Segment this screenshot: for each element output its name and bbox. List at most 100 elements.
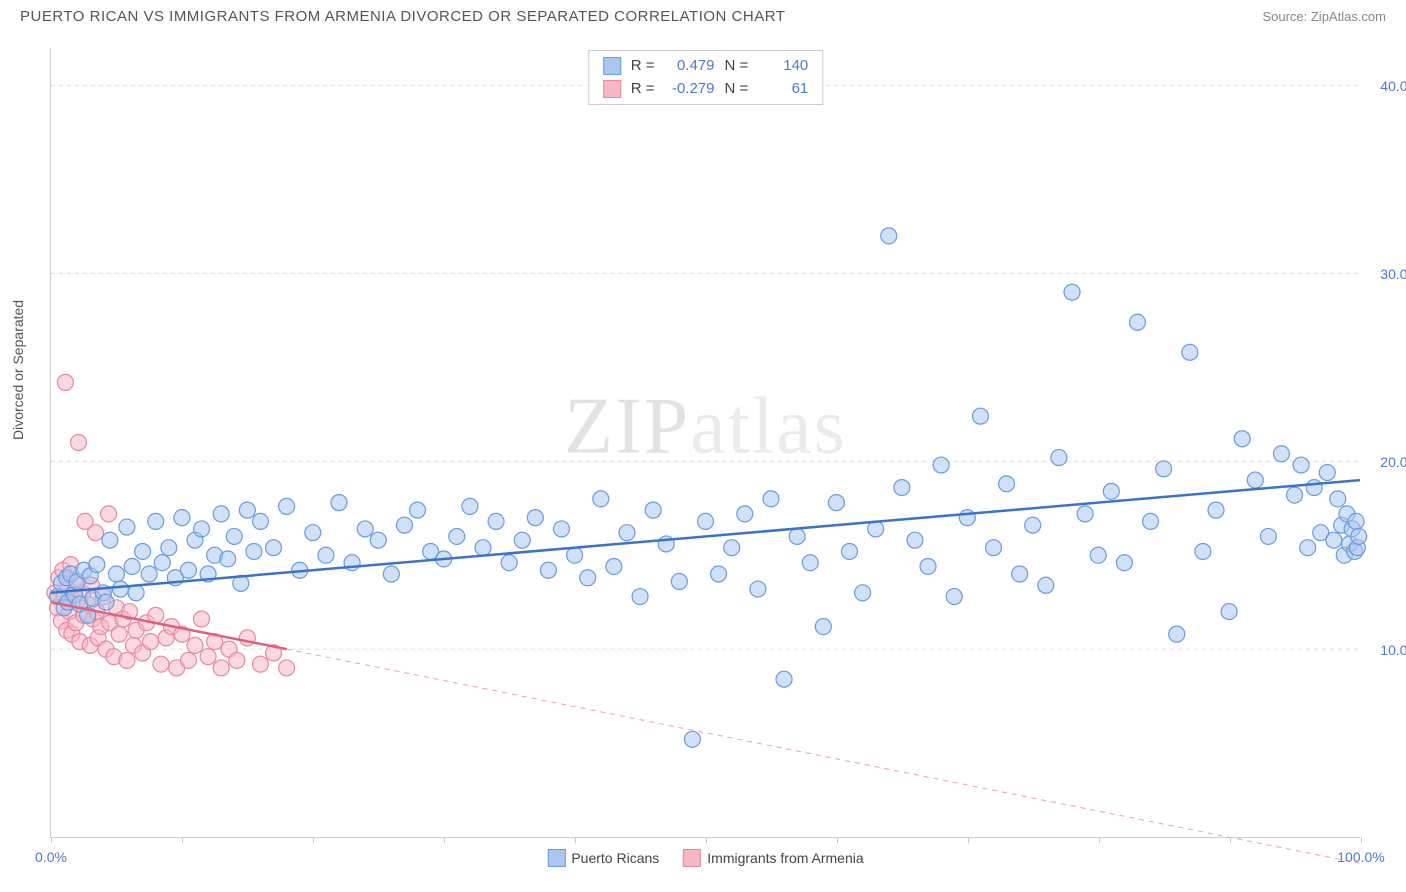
data-point [724,540,740,556]
data-point [1293,457,1309,473]
x-tick-mark [575,837,576,843]
data-point [1051,450,1067,466]
legend-item: Puerto Ricans [547,849,659,867]
legend-label: Immigrants from Armenia [707,850,863,866]
data-point [946,589,962,605]
data-point [180,562,196,578]
y-axis-label: Divorced or Separated [10,300,26,440]
x-tick-mark [1361,837,1362,843]
data-point [959,510,975,526]
data-point [142,634,158,650]
data-point [1090,547,1106,563]
data-point [1273,446,1289,462]
data-point [1208,502,1224,518]
data-point [1103,483,1119,499]
data-point [750,581,766,597]
x-tick-mark [444,837,445,843]
data-point [200,649,216,665]
x-tick-mark [313,837,314,843]
stat-n-label: N = [725,78,749,101]
data-point [1330,491,1346,507]
data-point [593,491,609,507]
data-point [1195,543,1211,559]
legend-item: Immigrants from Armenia [683,849,863,867]
data-point [684,731,700,747]
data-point [933,457,949,473]
data-point [252,513,268,529]
data-point [855,585,871,601]
data-point [514,532,530,548]
data-point [698,513,714,529]
data-point [1348,513,1364,529]
y-tick-label: 20.0% [1380,454,1406,470]
data-point [1012,566,1028,582]
data-point [776,671,792,687]
data-point [266,540,282,556]
data-point [1234,431,1250,447]
x-tick-mark [1230,837,1231,843]
data-point [475,540,491,556]
stats-row: R =0.479N =140 [603,55,809,78]
scatter-svg [51,48,1360,837]
y-tick-label: 40.0% [1380,78,1406,94]
trend-line [51,480,1360,593]
data-point [279,660,295,676]
data-point [102,532,118,548]
chart-title: PUERTO RICAN VS IMMIGRANTS FROM ARMENIA … [20,8,785,25]
data-point [279,498,295,514]
data-point [119,519,135,535]
data-point [815,619,831,635]
data-point [632,589,648,605]
stat-r-value: 0.479 [665,55,715,78]
data-point [1260,528,1276,544]
data-point [229,652,245,668]
data-point [226,528,242,544]
data-point [999,476,1015,492]
data-point [1143,513,1159,529]
data-point [1319,465,1335,481]
data-point [1025,517,1041,533]
trend-line [287,649,1360,863]
x-tick-label: 0.0% [35,849,67,865]
legend-swatch [547,849,565,867]
chart-source: Source: ZipAtlas.com [1262,9,1386,24]
x-tick-mark [51,837,52,843]
stat-r-value: -0.279 [665,78,715,101]
data-point [841,543,857,559]
data-point [1306,480,1322,496]
data-point [101,506,117,522]
data-point [1326,532,1342,548]
y-tick-label: 10.0% [1380,642,1406,658]
stat-n-value: 140 [758,55,808,78]
stats-row: R =-0.279N =61 [603,78,809,101]
data-point [540,562,556,578]
data-point [305,525,321,541]
legend-swatch [683,849,701,867]
data-point [331,495,347,511]
data-point [985,540,1001,556]
data-point [567,547,583,563]
x-tick-mark [837,837,838,843]
data-point [89,557,105,573]
data-point [1156,461,1172,477]
data-point [1351,528,1367,544]
data-point [1077,506,1093,522]
data-point [213,660,229,676]
data-point [580,570,596,586]
data-point [246,543,262,559]
source-name: ZipAtlas.com [1311,9,1386,24]
data-point [213,506,229,522]
data-point [881,228,897,244]
data-point [802,555,818,571]
data-point [187,637,203,653]
data-point [501,555,517,571]
data-point [1182,344,1198,360]
legend-label: Puerto Ricans [571,850,659,866]
data-point [737,506,753,522]
data-point [449,528,465,544]
y-tick-label: 30.0% [1380,266,1406,282]
data-point [252,656,268,672]
data-point [141,566,157,582]
data-point [70,435,86,451]
data-point [972,408,988,424]
